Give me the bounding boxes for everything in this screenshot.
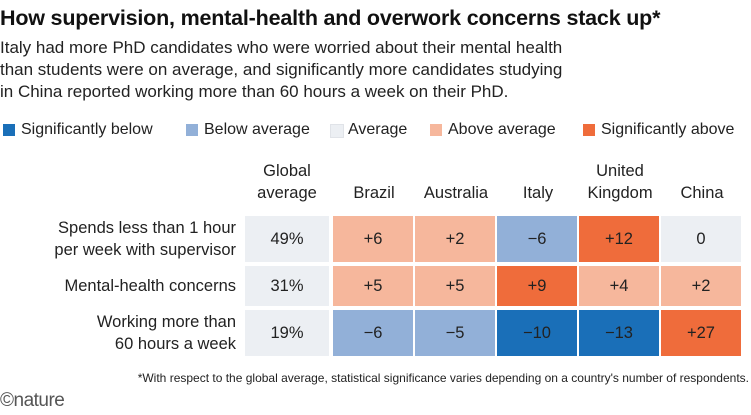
heatmap-cell: +27 xyxy=(661,310,741,356)
subtitle-line: than students were on average, and signi… xyxy=(0,60,563,79)
nature-logo: ©nature xyxy=(0,390,65,411)
legend-swatch xyxy=(3,124,15,136)
row-label-line: per week with supervisor xyxy=(54,241,236,259)
row-label-line: Mental-health concerns xyxy=(64,277,236,295)
legend-swatch xyxy=(186,124,198,136)
column-header-line: United xyxy=(596,162,644,180)
legend-swatch xyxy=(430,124,442,136)
column-header: Australia xyxy=(415,182,497,204)
column-header: Brazil xyxy=(333,182,415,204)
column-header-line: China xyxy=(680,184,724,202)
heatmap-cell: +6 xyxy=(333,216,413,262)
column-header: United Kingdom xyxy=(579,160,661,204)
heatmap-cell: 0 xyxy=(661,216,741,262)
row-label: Mental-health concerns xyxy=(0,275,236,297)
heatmap-cell: −13 xyxy=(579,310,659,356)
heatmap-cell: −6 xyxy=(333,310,413,356)
heatmap-cell: +9 xyxy=(497,266,577,306)
column-header-line: Kingdom xyxy=(587,184,653,202)
heatmap-cell: −6 xyxy=(497,216,577,262)
column-header: China xyxy=(661,182,743,204)
heatmap-cell: +5 xyxy=(333,266,413,306)
legend-label: Significantly below xyxy=(21,121,153,138)
row-label: Spends less than 1 hour per week with sup… xyxy=(0,217,236,261)
column-header: Italy xyxy=(497,182,579,204)
global-average-cell: 31% xyxy=(245,266,329,306)
column-header-line: average xyxy=(257,184,317,202)
legend-label: Above average xyxy=(448,121,556,138)
heatmap-cell: +12 xyxy=(579,216,659,262)
heatmap-cell: +4 xyxy=(579,266,659,306)
column-header-line: Australia xyxy=(423,184,489,202)
heatmap-cell: +2 xyxy=(661,266,741,306)
chart-subtitle: Italy had more PhD candidates who were w… xyxy=(0,37,751,103)
row-label-line: Spends less than 1 hour xyxy=(58,219,236,237)
row-label: Working more than 60 hours a week xyxy=(0,311,236,355)
legend-swatch xyxy=(583,124,595,136)
subtitle-line: Italy had more PhD candidates who were w… xyxy=(0,38,563,57)
global-average-cell: 19% xyxy=(245,310,329,356)
legend-label: Significantly above xyxy=(601,121,735,138)
column-header-line: Brazil xyxy=(353,184,395,202)
heatmap-cell: −10 xyxy=(497,310,577,356)
column-header-line: Global xyxy=(263,162,311,180)
legend-swatch xyxy=(330,124,344,138)
row-label-line: 60 hours a week xyxy=(114,335,236,353)
column-header-line: Italy xyxy=(522,184,554,202)
column-header-global: Global average xyxy=(245,160,329,204)
legend-label: Average xyxy=(348,121,408,138)
footnote: *With respect to the global average, sta… xyxy=(137,371,749,385)
heatmap-cell: +5 xyxy=(415,266,495,306)
legend-label: Below average xyxy=(204,121,310,138)
global-average-cell: 49% xyxy=(245,216,329,262)
chart-title: How supervision, mental-health and overw… xyxy=(0,6,661,30)
heatmap-cell: +2 xyxy=(415,216,495,262)
heatmap-cell: −5 xyxy=(415,310,495,356)
subtitle-line: in China reported working more than 60 h… xyxy=(0,82,509,101)
legend: Significantly below Below average Average A… xyxy=(0,121,751,141)
row-label-line: Working more than xyxy=(96,313,236,331)
